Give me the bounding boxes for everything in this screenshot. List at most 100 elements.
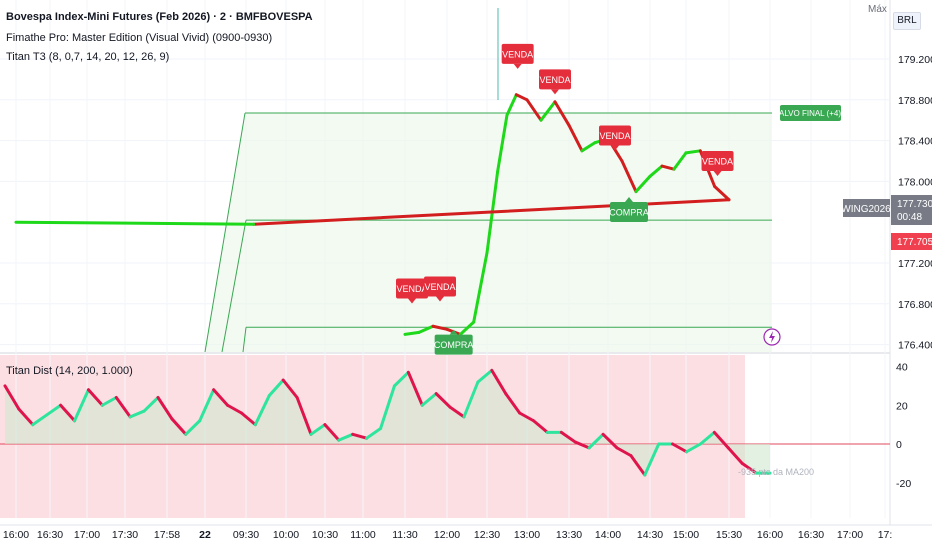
- osc-segment: [740, 461, 758, 475]
- max-label: Máx: [868, 4, 887, 15]
- time-tick-label: 16:00: [757, 529, 783, 541]
- fimathe-level-diagonal: [221, 220, 247, 353]
- time-tick-label: 14:30: [637, 529, 663, 541]
- signal-label: COMPRA: [609, 208, 649, 218]
- time-tick-label: 16:30: [37, 529, 63, 541]
- price-axis: 179.200 178.800 178.400 178.000 177.200 176.8…: [896, 54, 932, 490]
- buy-signal: COMPRA: [434, 329, 474, 355]
- signal-pointer: [625, 197, 633, 202]
- osc-segment: [267, 378, 285, 398]
- fimathe-channels: ALVO FINAL (+4): [204, 105, 841, 353]
- t3-segment: [634, 174, 652, 194]
- alvo-final-badge: [780, 105, 841, 122]
- currency-button[interactable]: BRL: [893, 12, 921, 30]
- signal-label: VENDA: [539, 75, 570, 85]
- time-tick-label: 13:00: [514, 529, 540, 541]
- time-tick-label: 11:00: [350, 529, 376, 541]
- sell-signal: VENDA: [539, 69, 571, 95]
- signal-label: VENDA: [502, 49, 533, 59]
- sell-badge: [501, 43, 534, 64]
- osc-area: [5, 370, 770, 475]
- osc-segment: [392, 370, 410, 388]
- buy-badge: [610, 202, 648, 222]
- osc-segment: [281, 378, 299, 399]
- osc-segment: [504, 392, 522, 415]
- symbol-badge-bg: [843, 199, 890, 217]
- time-tick-label: 15:30: [716, 529, 742, 541]
- t3-segment: [539, 100, 557, 122]
- osc-segment: [379, 384, 396, 430]
- price-tick-label: 178.000: [898, 176, 932, 188]
- osc-segment: [629, 454, 647, 477]
- t3-segment: [620, 159, 638, 194]
- time-tick-label: 16:30: [798, 529, 824, 541]
- t3-segment: [417, 324, 435, 334]
- price-tick-label: 176.800: [898, 299, 932, 311]
- osc-segment: [559, 430, 577, 444]
- osc-segment: [420, 392, 438, 407]
- symbol-badge-text: WING2026: [841, 204, 891, 215]
- sell-badge: [396, 278, 428, 299]
- bid-price-bg: [891, 233, 932, 250]
- alert-icon[interactable]: [763, 328, 781, 346]
- osc-segment: [406, 370, 424, 407]
- signal-pointer: [551, 89, 559, 95]
- price-tick-label: 176.400: [898, 340, 932, 352]
- osc-segment: [337, 432, 355, 442]
- t3-segment: [660, 164, 676, 171]
- osc-segment: [476, 368, 494, 384]
- osc-segment: [156, 396, 174, 421]
- last-price-text: 177.730: [897, 199, 932, 210]
- time-tick-label: 15:00: [673, 529, 699, 541]
- fimathe-level-diagonal: [242, 327, 247, 353]
- osc-segment: [532, 419, 549, 434]
- indicator-fimathe-label: Fimathe Pro: Master Edition (Visual Vivi…: [6, 32, 273, 44]
- osc-segment: [3, 384, 21, 411]
- signals-layer: VENDAVENDACOMPRAVENDAVENDAVENDACOMPRAVEN…: [396, 43, 734, 355]
- t3-segment: [514, 93, 529, 102]
- time-tick-label: 17:00: [837, 529, 863, 541]
- time-tick-label: 13:30: [556, 529, 582, 541]
- osc-segment: [573, 440, 591, 450]
- signal-label: VENDA: [396, 284, 427, 294]
- t3-segment: [567, 123, 584, 153]
- signal-pointer: [436, 296, 444, 302]
- time-tick-label: 16:00: [3, 529, 29, 541]
- sell-signal: VENDA: [396, 278, 428, 304]
- osc-segment: [253, 394, 271, 427]
- price-tick-label: 177.200: [898, 258, 932, 270]
- osc-segment: [212, 388, 230, 407]
- signal-pointer: [513, 63, 522, 69]
- osc-segment: [198, 388, 216, 423]
- osc-segment: [100, 396, 118, 407]
- buy-badge: [434, 334, 473, 355]
- t3-segment: [672, 151, 688, 171]
- last-price-bg: [891, 195, 932, 225]
- osc-segment: [448, 405, 466, 419]
- osc-segment: [323, 423, 341, 442]
- t3-segment: [580, 141, 597, 153]
- osc-segment: [685, 442, 702, 454]
- t3-segment: [505, 93, 518, 117]
- osc-segment: [490, 368, 508, 396]
- t3-segment: [553, 100, 571, 127]
- osc-segment: [351, 432, 369, 440]
- t3-line-layer: [14, 93, 731, 336]
- signal-pointer: [408, 298, 416, 304]
- time-tick-label: 17:00: [74, 529, 100, 541]
- osc-segment: [712, 430, 730, 450]
- osc-segment: [59, 403, 77, 423]
- time-tick-label: 14:00: [595, 529, 621, 541]
- time-tick-label: 17:30: [112, 529, 138, 541]
- sell-signal: VENDA: [424, 276, 456, 302]
- sell-signal: VENDA: [501, 43, 534, 69]
- osc-segment: [73, 388, 90, 423]
- osc-segment: [726, 446, 744, 465]
- signal-label: COMPRA: [434, 340, 474, 350]
- osc-segment: [309, 423, 327, 436]
- buy-signal: COMPRA: [609, 197, 649, 222]
- osc-segment: [86, 388, 104, 407]
- indicator-titan-t3-label: Titan T3 (8, 0,7, 14, 20, 12, 26, 9): [6, 51, 170, 63]
- price-tick-label: 178.800: [898, 95, 932, 107]
